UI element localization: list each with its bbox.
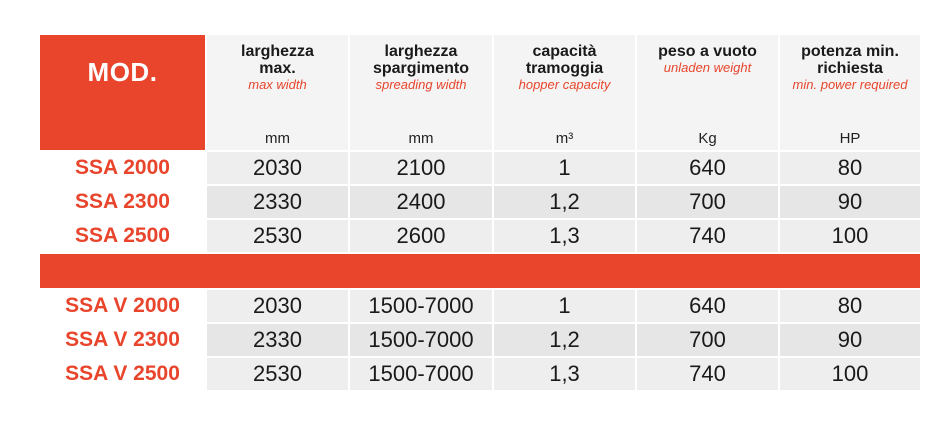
column-unit: mm bbox=[408, 130, 434, 147]
table-row: SSA 2300 2330 2400 1,2 700 90 bbox=[40, 184, 920, 218]
column-unit: m³ bbox=[555, 130, 574, 147]
table-cell: 2330 bbox=[205, 184, 348, 218]
column-title-it: potenza min. richiesta bbox=[801, 43, 899, 77]
table-cell: 740 bbox=[635, 356, 778, 390]
table-cell: 1,2 bbox=[492, 184, 635, 218]
table-cell: 640 bbox=[635, 150, 778, 184]
table-cell: 2400 bbox=[348, 184, 492, 218]
table-row: SSA V 2500 2530 1500-7000 1,3 740 100 bbox=[40, 356, 920, 390]
model-name: SSA 2500 bbox=[40, 218, 205, 252]
table-cell: 2030 bbox=[205, 288, 348, 322]
table-row: SSA 2500 2530 2600 1,3 740 100 bbox=[40, 218, 920, 252]
group-divider bbox=[40, 252, 920, 288]
table-cell: 700 bbox=[635, 322, 778, 356]
column-header: capacità tramoggia hopper capacity m³ bbox=[492, 35, 635, 150]
column-title-it: capacità tramoggia bbox=[525, 43, 604, 77]
table-cell: 1,3 bbox=[492, 356, 635, 390]
table-cell: 2100 bbox=[348, 150, 492, 184]
table-cell: 2600 bbox=[348, 218, 492, 252]
table-cell: 100 bbox=[778, 218, 920, 252]
column-title-en: unladen weight bbox=[663, 60, 752, 75]
spec-table: MOD. larghezza max. max width mm larghez… bbox=[40, 35, 920, 390]
column-title-it: larghezza max. bbox=[241, 43, 314, 77]
table-cell: 640 bbox=[635, 288, 778, 322]
table-cell: 1 bbox=[492, 150, 635, 184]
table-cell: 1500-7000 bbox=[348, 356, 492, 390]
table-cell: 2530 bbox=[205, 218, 348, 252]
table-cell: 100 bbox=[778, 356, 920, 390]
table-cell: 90 bbox=[778, 184, 920, 218]
model-group-ssa: SSA 2000 2030 2100 1 640 80 SSA 2300 2330 2400 1,… bbox=[40, 150, 920, 252]
mod-label: MOD. bbox=[87, 57, 158, 87]
column-header: peso a vuoto unladen weight Kg bbox=[635, 35, 778, 150]
model-name: SSA V 2000 bbox=[40, 288, 205, 322]
model-name: SSA V 2500 bbox=[40, 356, 205, 390]
table-row: SSA 2000 2030 2100 1 640 80 bbox=[40, 150, 920, 184]
column-title-en: min. power required bbox=[792, 77, 908, 92]
table-cell: 2030 bbox=[205, 150, 348, 184]
table-row: SSA V 2300 2330 1500-7000 1,2 700 90 bbox=[40, 322, 920, 356]
table-cell: 1500-7000 bbox=[348, 288, 492, 322]
model-name: SSA V 2300 bbox=[40, 322, 205, 356]
column-title-it: peso a vuoto bbox=[658, 43, 757, 60]
table-cell: 90 bbox=[778, 322, 920, 356]
table-cell: 700 bbox=[635, 184, 778, 218]
table-header: MOD. larghezza max. max width mm larghez… bbox=[40, 35, 920, 150]
column-unit: HP bbox=[839, 130, 861, 147]
table-cell: 1 bbox=[492, 288, 635, 322]
table-cell: 80 bbox=[778, 288, 920, 322]
model-name: SSA 2000 bbox=[40, 150, 205, 184]
column-title-it: larghezza spargimento bbox=[372, 43, 469, 77]
table-cell: 1500-7000 bbox=[348, 322, 492, 356]
table-cell: 2330 bbox=[205, 322, 348, 356]
table-cell: 2530 bbox=[205, 356, 348, 390]
column-header: larghezza max. max width mm bbox=[205, 35, 348, 150]
column-header: potenza min. richiesta min. power requir… bbox=[778, 35, 920, 150]
table-row: SSA V 2000 2030 1500-7000 1 640 80 bbox=[40, 288, 920, 322]
table-cell: 1,2 bbox=[492, 322, 635, 356]
model-group-ssa-v: SSA V 2000 2030 1500-7000 1 640 80 SSA V 2300 2… bbox=[40, 288, 920, 390]
table-cell: 1,3 bbox=[492, 218, 635, 252]
model-name: SSA 2300 bbox=[40, 184, 205, 218]
column-title-en: spreading width bbox=[375, 77, 467, 92]
table-cell: 80 bbox=[778, 150, 920, 184]
column-unit: mm bbox=[265, 130, 290, 147]
mod-header-cell: MOD. bbox=[40, 35, 205, 150]
column-unit: Kg bbox=[698, 130, 717, 147]
column-title-en: max width bbox=[248, 77, 307, 92]
table-cell: 740 bbox=[635, 218, 778, 252]
column-header: larghezza spargimento spreading width mm bbox=[348, 35, 492, 150]
column-title-en: hopper capacity bbox=[518, 77, 611, 92]
